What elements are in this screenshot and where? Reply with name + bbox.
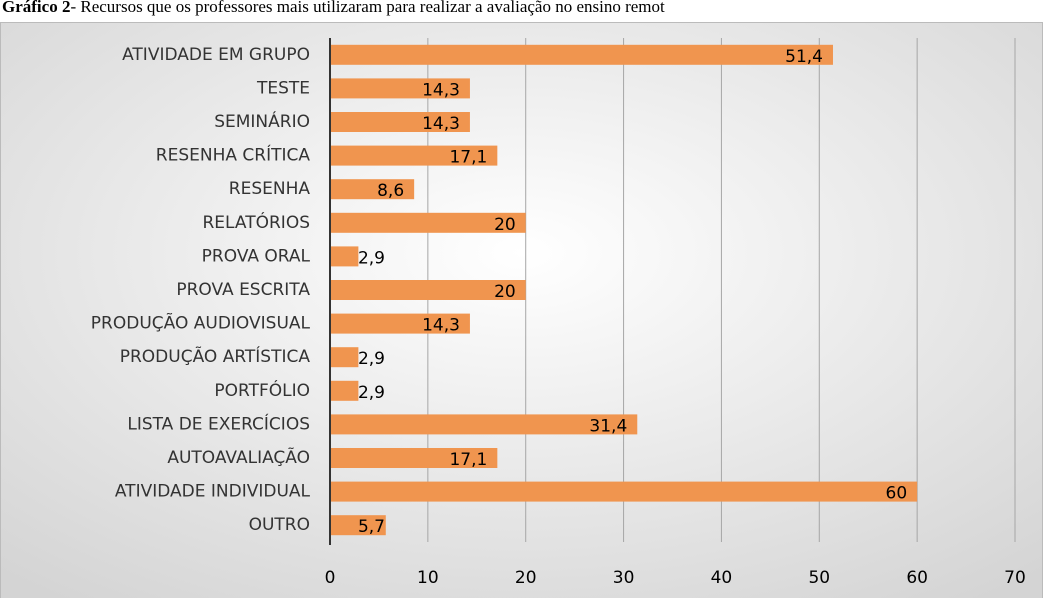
value-label: 2,9 (358, 383, 385, 403)
chart-title: Gráfico 2- Recursos que os professores m… (2, 0, 665, 16)
y-tick-label: AUTOAVALIAÇÃO (167, 446, 310, 468)
bar (330, 448, 498, 468)
y-tick-label: OUTRO (249, 515, 310, 535)
value-label: 2,9 (358, 248, 385, 268)
y-tick-label: SEMINÁRIO (214, 110, 310, 132)
bar (330, 112, 470, 132)
title-text: - Recursos que os professores mais utili… (70, 0, 665, 16)
bar (330, 44, 833, 65)
value-label: 14,3 (422, 316, 460, 336)
y-tick-label: PORTFÓLIO (214, 379, 310, 401)
y-tick-label: PRODUÇÃO ARTÍSTICA (120, 345, 311, 367)
y-tick-label: ATIVIDADE EM GRUPO (122, 45, 310, 65)
bar (330, 380, 359, 401)
bar (330, 145, 498, 166)
bar (330, 515, 386, 536)
x-tick-label: 10 (417, 568, 439, 588)
value-label: 51,4 (785, 47, 823, 67)
bar (330, 246, 359, 267)
value-label: 17,1 (449, 148, 487, 168)
bar (330, 481, 918, 502)
x-tick-label: 0 (325, 568, 336, 588)
bar (330, 280, 526, 300)
value-label: 20 (494, 282, 516, 302)
value-label: 17,1 (449, 450, 487, 470)
y-tick-label: RELATÓRIOS (203, 211, 311, 233)
y-tick-label: PROVA ESCRITA (176, 280, 310, 300)
bar (330, 179, 415, 200)
y-tick-label: RESENHA CRÍTICA (156, 144, 311, 166)
value-label: 20 (494, 215, 516, 235)
chart-background (0, 22, 1043, 599)
value-label: 31,4 (589, 416, 627, 436)
bar (330, 313, 470, 334)
y-tick-label: TESTE (256, 78, 310, 98)
value-label: 14,3 (422, 80, 460, 100)
value-label: 60 (886, 484, 908, 504)
value-label: 5,7 (358, 517, 385, 537)
value-label: 8,6 (377, 181, 404, 201)
bar (330, 414, 638, 435)
bar (330, 212, 526, 233)
bar (330, 347, 359, 368)
x-tick-label: 20 (515, 568, 537, 588)
y-tick-label: PROVA ORAL (202, 246, 311, 266)
x-tick-label: 30 (613, 568, 635, 588)
y-tick-label: PRODUÇÃO AUDIOVISUAL (91, 312, 311, 334)
value-label: 2,9 (358, 349, 385, 369)
y-tick-label: LISTA DE EXERCÍCIOS (127, 412, 310, 434)
y-tick-label: RESENHA (229, 179, 311, 199)
figure-label: Gráfico 2 (2, 0, 70, 16)
x-tick-label: 40 (711, 568, 733, 588)
x-tick-label: 70 (1004, 568, 1026, 588)
value-label: 14,3 (422, 114, 460, 134)
y-tick-label: ATIVIDADE INDIVIDUAL (115, 482, 311, 502)
bar (330, 78, 470, 99)
x-tick-label: 50 (808, 568, 830, 588)
x-tick-label: 60 (906, 568, 928, 588)
